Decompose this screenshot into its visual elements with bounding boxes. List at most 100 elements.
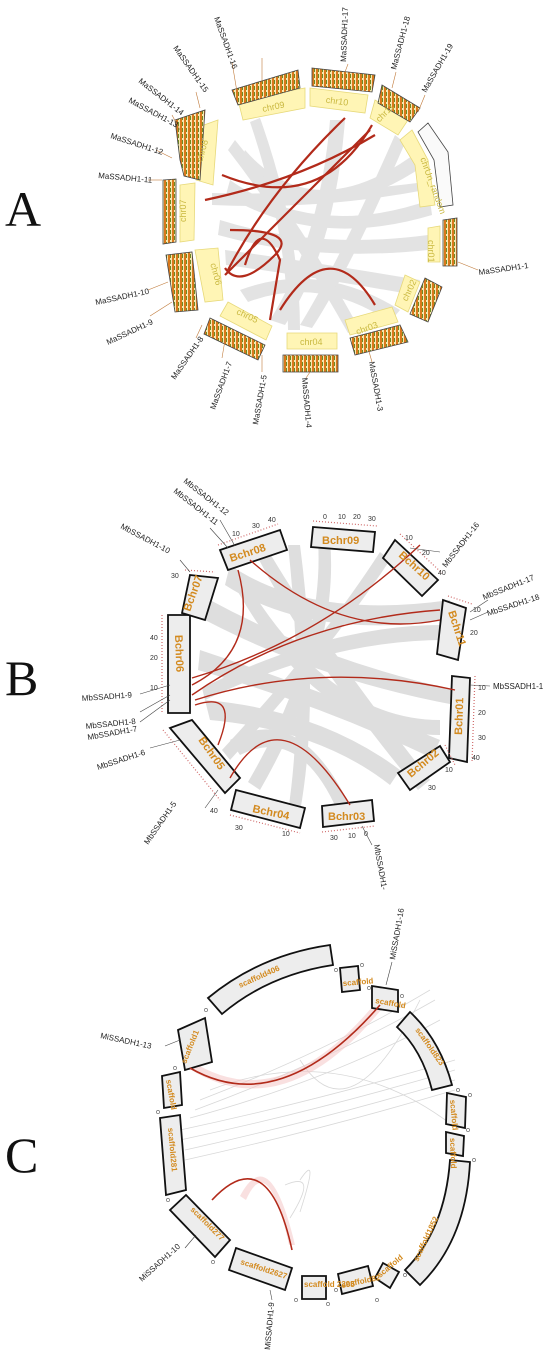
gray-ribbons-a xyxy=(212,118,432,333)
scaffold-label: scaffold xyxy=(448,1099,460,1130)
svg-text:40: 40 xyxy=(438,570,446,577)
density-track xyxy=(442,217,458,267)
svg-text:20: 20 xyxy=(150,655,158,662)
svg-text:40: 40 xyxy=(268,517,276,524)
pink-ribbon-c xyxy=(188,1000,385,1245)
scaffold-frame xyxy=(336,1264,375,1296)
chr-label: chr04 xyxy=(300,337,323,347)
scaffold-label: scaffold xyxy=(448,1138,458,1169)
gene-label: MaSSADH1-11 xyxy=(98,171,153,185)
scaffold-frame xyxy=(373,1261,401,1290)
svg-text:30: 30 xyxy=(171,573,179,580)
svg-text:20: 20 xyxy=(478,710,486,717)
gene-label: MaSSADH1-1 xyxy=(478,261,530,277)
svg-text:0: 0 xyxy=(323,514,327,521)
chr-frame xyxy=(168,718,242,795)
gene-leaders-c xyxy=(164,961,393,1301)
links-b xyxy=(191,544,456,806)
scaffold-frame xyxy=(161,1070,183,1110)
link xyxy=(191,569,245,686)
scaffold-frame xyxy=(403,1159,471,1287)
chr-label: chr10 xyxy=(325,95,349,108)
svg-text:10: 10 xyxy=(478,685,486,692)
panel-a: A xyxy=(5,7,530,429)
link xyxy=(189,1004,381,1085)
svg-text:30: 30 xyxy=(478,735,486,742)
gray-ribbons-c xyxy=(179,989,456,1219)
scaffold-frame xyxy=(371,984,399,1014)
svg-text:10: 10 xyxy=(338,514,346,521)
chr-frame xyxy=(321,798,375,829)
chr-label: Bchr06 xyxy=(172,635,185,673)
scaffold-frame xyxy=(227,1246,294,1292)
link xyxy=(224,228,283,278)
gene-label: MaSSADH1-5 xyxy=(251,374,269,426)
density-track xyxy=(311,67,376,93)
scaffold-frame xyxy=(395,1010,454,1092)
chr-frame xyxy=(218,528,289,572)
svg-text:20: 20 xyxy=(353,514,361,521)
gene-label: MiSSADH1-9 xyxy=(263,1301,276,1350)
svg-text:30: 30 xyxy=(428,785,436,792)
chr-frame xyxy=(310,526,376,553)
chr-frame xyxy=(396,744,452,792)
density-track xyxy=(349,324,409,356)
gene-label: MaSSADH1-7 xyxy=(208,360,234,411)
svg-text:10: 10 xyxy=(473,607,481,614)
svg-text:20: 20 xyxy=(470,630,478,637)
chr-frame xyxy=(436,598,468,662)
svg-text:40: 40 xyxy=(210,808,218,815)
gene-label: MaSSADH1-15 xyxy=(171,44,210,94)
chromosomes-b xyxy=(167,526,471,830)
panel-letter-a: A xyxy=(5,181,41,237)
scaffolds-c xyxy=(159,943,471,1300)
chr-band xyxy=(427,225,441,263)
link xyxy=(249,559,441,625)
gene-label: MaSSADH1-16 xyxy=(212,16,239,71)
chr-band xyxy=(286,332,338,350)
gene-label: MbSSADH1-16 xyxy=(440,520,481,569)
gene-label: MbSSADH1-6 xyxy=(96,748,147,772)
svg-text:10: 10 xyxy=(445,767,453,774)
svg-text:10: 10 xyxy=(232,531,240,538)
gene-label: MaSSADH1-18 xyxy=(389,15,412,71)
gene-label: MiSSADH1-16 xyxy=(388,907,406,960)
svg-text:30: 30 xyxy=(252,523,260,530)
scaffold-frame xyxy=(301,1275,327,1300)
link xyxy=(191,609,441,696)
gene-label: MbSSADH1-10 xyxy=(119,522,172,556)
panel-c: C xyxy=(5,907,476,1350)
density-track xyxy=(174,109,206,181)
link xyxy=(204,134,376,202)
link xyxy=(211,1178,293,1251)
gene-label: MbSSADH1- xyxy=(372,844,389,891)
gene-label: MaSSADH1-19 xyxy=(420,42,455,94)
density-track xyxy=(231,69,301,106)
chr-label: Bchr09 xyxy=(322,535,359,547)
scaffold-frame xyxy=(445,1091,467,1130)
gene-label: MaSSADH1-9 xyxy=(105,317,155,347)
chr-band xyxy=(179,182,196,243)
svg-text:20: 20 xyxy=(422,550,430,557)
scaffold-frame xyxy=(168,1193,232,1259)
chr-frame xyxy=(167,614,191,714)
tick-numbers-b: 0 10 20 30 10 30 40 40 20 10 30 40 30 10 30 10 0 30… xyxy=(150,514,486,842)
panel-b: B xyxy=(5,476,544,890)
link xyxy=(191,544,421,679)
svg-text:40: 40 xyxy=(150,635,158,642)
scaffold-frame xyxy=(176,1016,214,1072)
density-tracks-a xyxy=(162,67,458,373)
chr-frame xyxy=(448,674,471,764)
scaffold-label: scaffold xyxy=(342,976,373,988)
svg-text:30: 30 xyxy=(235,825,243,832)
scaffold-end-markers-c xyxy=(156,963,476,1306)
density-track xyxy=(203,317,266,361)
link xyxy=(194,676,456,701)
gene-leaders-b xyxy=(139,519,491,846)
link xyxy=(243,237,282,321)
chr-label: Bchr03 xyxy=(328,811,365,823)
chr-band xyxy=(219,301,273,341)
scaffold-frame xyxy=(159,1113,187,1197)
gene-label: MiSSADH1-10 xyxy=(137,1242,182,1284)
